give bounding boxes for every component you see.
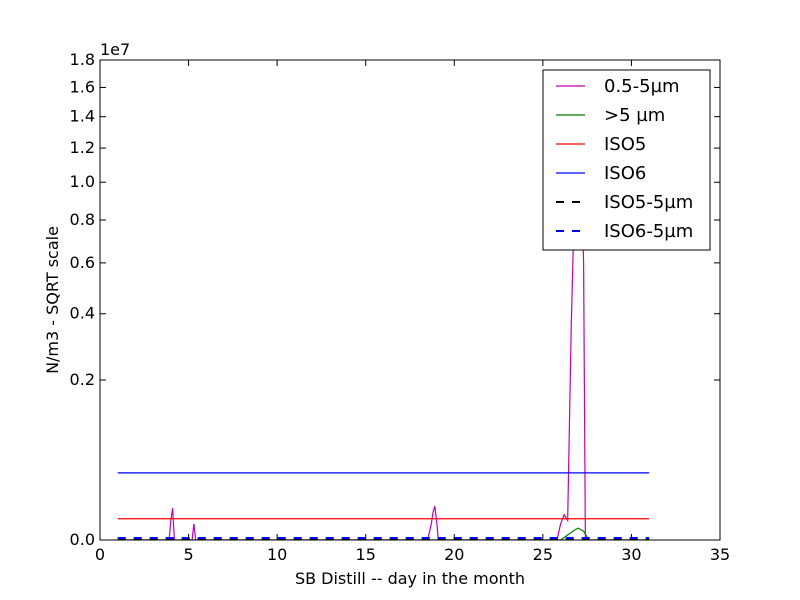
- y-tick-label: 0.8: [70, 210, 95, 229]
- x-tick-label: 10: [267, 545, 287, 564]
- y-tick-label: 1.4: [70, 107, 95, 126]
- legend-label: ISO5-5µm: [604, 192, 693, 213]
- legend-label: >5 µm: [604, 105, 665, 126]
- x-tick-label: 35: [710, 545, 730, 564]
- legend-label: 0.5-5µm: [604, 76, 680, 97]
- y-tick-label: 1.0: [70, 172, 95, 191]
- legend: 0.5-5µm >5 µm ISO5 ISO6 ISO5-5µm ISO6-5µm: [542, 69, 711, 251]
- x-axis-label: SB Distill -- day in the month: [295, 569, 525, 588]
- y-tick-label: 1.8: [70, 50, 95, 69]
- y-axis-label: N/m3 - SQRT scale: [43, 226, 62, 374]
- y-tick-label: 0.0: [70, 530, 95, 549]
- y-tick-label: 0.6: [70, 253, 95, 272]
- x-tick-label: 25: [533, 545, 553, 564]
- y-axis-multiplier: 1e7: [100, 40, 130, 59]
- x-tick-label: 0: [95, 545, 105, 564]
- x-tick-label: 5: [183, 545, 193, 564]
- legend-box: [542, 69, 711, 251]
- x-tick-label: 15: [356, 545, 376, 564]
- legend-label: ISO6-5µm: [604, 221, 693, 242]
- y-tick-label: 1.6: [70, 77, 95, 96]
- y-tick-label: 0.2: [70, 370, 95, 389]
- legend-label: ISO5: [604, 134, 646, 155]
- y-tick-label: 0.4: [70, 304, 95, 323]
- legend-label: ISO6: [604, 163, 646, 184]
- y-tick-label: 1.2: [70, 138, 95, 157]
- x-tick-label: 30: [621, 545, 641, 564]
- x-tick-label: 20: [444, 545, 464, 564]
- plot-frame: [99, 59, 721, 541]
- axis-ticks: 0 5 10 15 20 25 30 35 0.0 0.2 0.4 0.6 0.8 1.0 1.2 1.4 1.…: [70, 50, 731, 564]
